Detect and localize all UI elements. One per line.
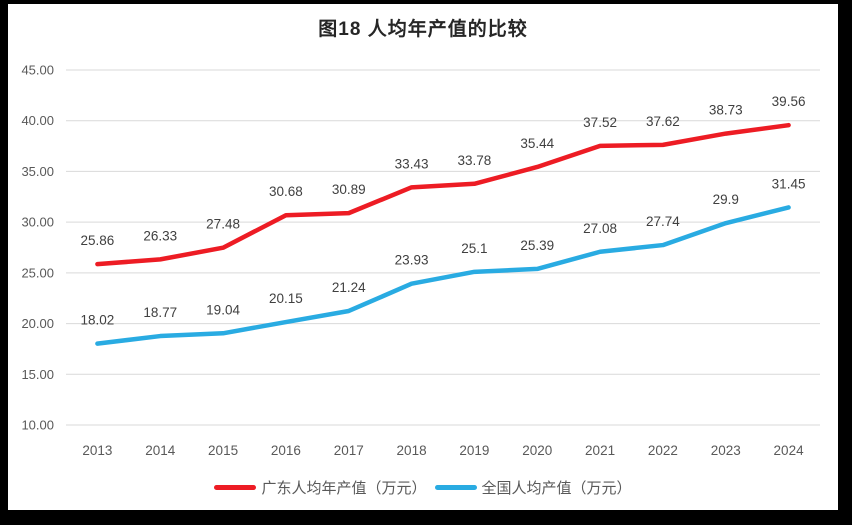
legend-label-national: 全国人均产值（万元） [481, 479, 632, 497]
data-label-guangdong: 33.78 [458, 153, 492, 168]
y-tick-label: 35.00 [21, 164, 54, 179]
data-label-guangdong: 27.48 [206, 217, 240, 232]
data-label-guangdong: 35.44 [520, 136, 554, 151]
x-tick-label: 2024 [774, 443, 805, 458]
y-tick-label: 40.00 [21, 113, 54, 128]
x-tick-label: 2016 [271, 443, 301, 458]
data-label-national: 18.02 [81, 313, 115, 328]
data-label-national: 21.24 [332, 280, 366, 295]
data-label-guangdong: 30.89 [332, 182, 366, 197]
x-tick-label: 2018 [397, 443, 427, 458]
x-tick-label: 2013 [82, 443, 112, 458]
x-tick-label: 2019 [459, 443, 489, 458]
legend-label-guangdong: 广东人均年产值（万元） [261, 479, 427, 497]
data-label-guangdong: 26.33 [143, 228, 177, 243]
y-tick-label: 45.00 [21, 63, 54, 78]
data-label-national: 27.08 [583, 221, 617, 236]
x-tick-label: 2021 [585, 443, 615, 458]
data-label-guangdong: 25.86 [81, 233, 115, 248]
legend-item-guangdong: 广东人均年产值（万元） [214, 477, 427, 498]
x-tick-label: 2017 [334, 443, 364, 458]
data-label-national: 20.15 [269, 291, 303, 306]
legend-swatch-guangdong [214, 484, 257, 490]
data-label-guangdong: 39.56 [772, 94, 806, 109]
data-label-guangdong: 33.43 [395, 156, 429, 171]
series-line-national [95, 205, 791, 346]
chart-title: 图18 人均年产值的比较 [318, 19, 528, 40]
data-label-national: 25.39 [520, 238, 554, 253]
x-tick-label: 2020 [522, 443, 552, 458]
legend-item-national: 全国人均产值（万元） [434, 477, 632, 498]
data-label-national: 27.74 [646, 214, 680, 229]
chart-page [8, 4, 838, 510]
y-tick-label: 30.00 [21, 215, 54, 230]
data-label-guangdong: 30.68 [269, 184, 303, 199]
data-label-national: 29.9 [713, 192, 739, 207]
x-tick-label: 2022 [648, 443, 678, 458]
x-tick-label: 2023 [711, 443, 741, 458]
data-label-national: 25.1 [461, 241, 487, 256]
series-line-guangdong [95, 122, 791, 267]
data-label-national: 19.04 [206, 302, 240, 317]
x-tick-label: 2014 [145, 443, 176, 458]
chart-legend: 广东人均年产值（万元） 全国人均产值（万元） [8, 476, 838, 498]
legend-swatch-national [434, 484, 477, 490]
x-tick-label: 2015 [208, 443, 238, 458]
y-tick-label: 25.00 [21, 265, 54, 280]
data-label-guangdong: 37.52 [583, 115, 617, 130]
y-tick-label: 15.00 [21, 367, 54, 382]
data-label-guangdong: 37.62 [646, 114, 680, 129]
data-label-national: 18.77 [143, 305, 177, 320]
data-label-guangdong: 38.73 [709, 103, 743, 118]
y-tick-label: 20.00 [21, 316, 54, 331]
data-label-national: 31.45 [772, 176, 806, 191]
y-tick-label: 10.00 [21, 418, 54, 433]
data-label-national: 23.93 [395, 253, 429, 268]
